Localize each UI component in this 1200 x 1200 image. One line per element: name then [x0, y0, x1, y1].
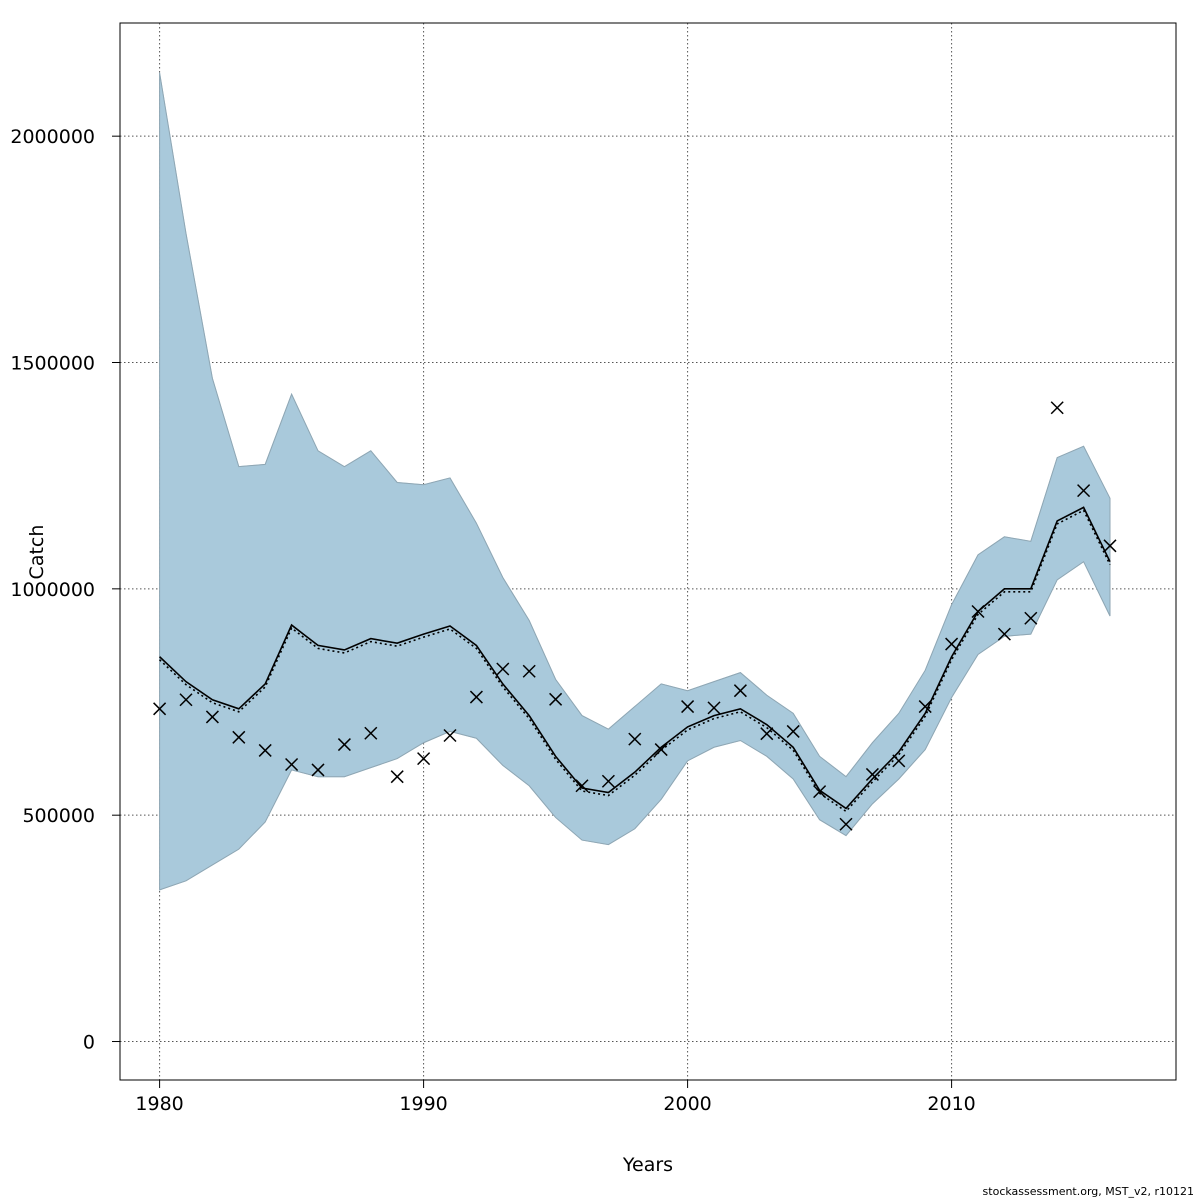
observed-point: [628, 732, 642, 746]
observed-point: [417, 752, 431, 766]
x-tick-label: 2000: [663, 1093, 711, 1115]
y-tick-label: 1000000: [10, 579, 95, 601]
observed-point: [522, 664, 536, 678]
observed-points: [153, 401, 1117, 831]
observed-point: [179, 693, 193, 707]
observed-point: [364, 726, 378, 740]
observed-point: [1024, 611, 1038, 625]
y-tick-label: 1500000: [10, 353, 95, 375]
observed-point: [601, 774, 615, 788]
observed-point: [443, 728, 457, 743]
observed-point: [945, 637, 959, 651]
footer-credit: stockassessment.org, MST_v2, r10121: [982, 1185, 1194, 1198]
observed-point: [865, 767, 879, 781]
observed-point: [918, 700, 932, 714]
observed-point: [681, 700, 695, 714]
observed-point: [733, 684, 747, 698]
confidence-band-area: [159, 72, 1111, 891]
observed-point: [205, 710, 219, 724]
observed-point: [1050, 401, 1064, 415]
observed-point: [285, 757, 299, 772]
estimate-lines: [159, 506, 1111, 813]
observed-point: [575, 779, 589, 793]
observed-point: [496, 662, 510, 676]
y-tick-label: 2000000: [10, 126, 95, 148]
observed-point: [469, 690, 483, 704]
observed-point: [997, 627, 1011, 641]
x-tick-label: 1990: [399, 1093, 447, 1115]
observed-point: [813, 785, 827, 799]
observed-point: [390, 770, 404, 784]
observed-point: [760, 727, 774, 741]
observed-point: [258, 743, 272, 757]
observed-point: [153, 702, 167, 716]
y-tick-label: 500000: [22, 805, 95, 827]
observed-point: [311, 763, 325, 777]
observed-point: [839, 817, 853, 831]
observed-point: [786, 724, 800, 738]
y-tick-label: 0: [83, 1032, 95, 1054]
observed-point: [232, 730, 246, 744]
observed-point: [337, 738, 351, 752]
observed-point: [971, 604, 985, 619]
confidence-band: [159, 72, 1111, 891]
observed-point: [1077, 484, 1091, 498]
x-tick-label: 1980: [135, 1093, 183, 1115]
observed-point: [654, 743, 668, 757]
observed-point: [892, 754, 906, 768]
estimate-line-alt: [159, 509, 1111, 813]
observed-point: [1103, 539, 1117, 553]
axes: 1980 1990 2000 2010 0 500000 1000000 1500000 200…: [10, 126, 975, 1115]
y-axis-title: Catch: [26, 525, 48, 580]
estimate-line: [159, 506, 1111, 810]
observed-point: [549, 692, 563, 706]
plot-frame: [119, 22, 1177, 1081]
observed-point: [707, 701, 721, 715]
x-tick-label: 2010: [927, 1093, 975, 1115]
x-axis-title: Years: [622, 1154, 673, 1176]
